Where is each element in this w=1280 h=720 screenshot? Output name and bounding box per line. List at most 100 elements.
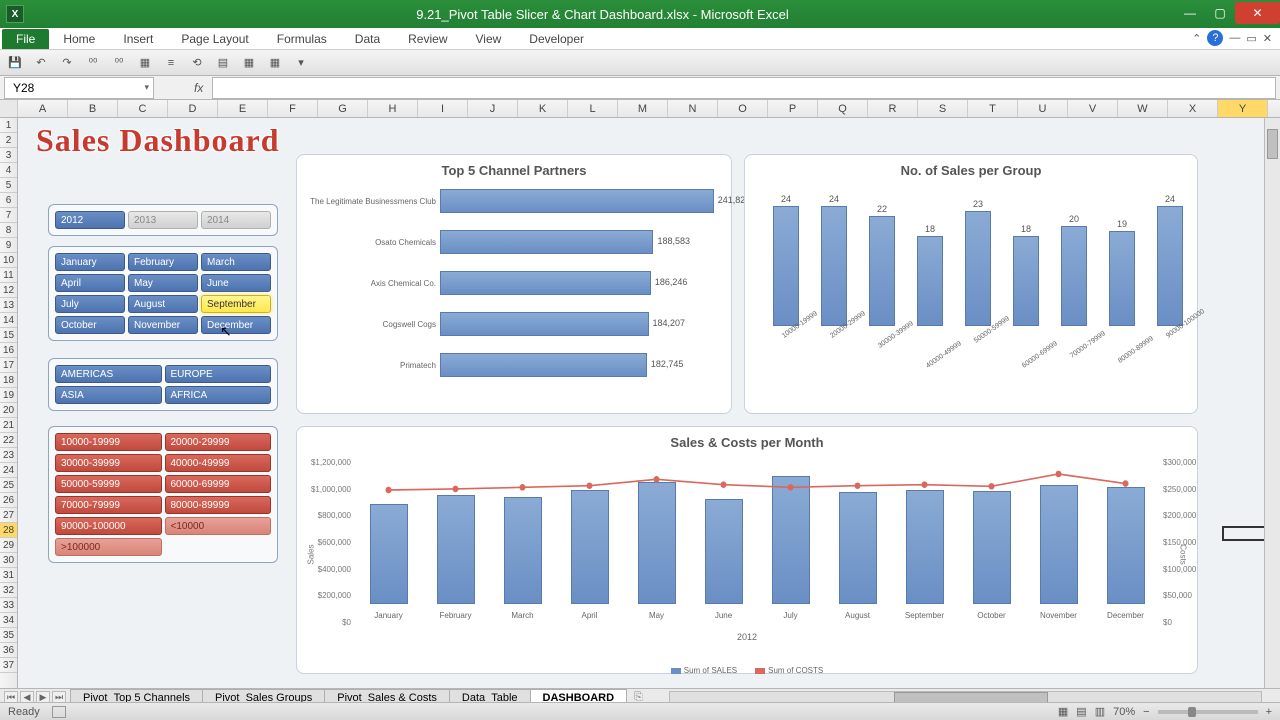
qat-btn[interactable]: ▦ — [136, 54, 154, 72]
col-header[interactable]: Y — [1218, 100, 1268, 117]
row-header[interactable]: 35 — [0, 628, 17, 643]
col-header[interactable]: R — [868, 100, 918, 117]
row-header[interactable]: 33 — [0, 598, 17, 613]
col-header[interactable]: W — [1118, 100, 1168, 117]
qat-btn[interactable]: ▦ — [240, 54, 258, 72]
qat-dropdown-icon[interactable]: ▾ — [292, 54, 310, 72]
row-header[interactable]: 21 — [0, 418, 17, 433]
slicer-item[interactable]: 50000-59999 — [55, 475, 162, 493]
row-header[interactable]: 8 — [0, 223, 17, 238]
slicer-item[interactable]: February — [128, 253, 198, 271]
qat-btn[interactable]: ⟲ — [188, 54, 206, 72]
row-header[interactable]: 34 — [0, 613, 17, 628]
slicer-item[interactable]: 20000-29999 — [165, 433, 272, 451]
row-header[interactable]: 24 — [0, 463, 17, 478]
slicer-item[interactable]: EUROPE — [165, 365, 272, 383]
slicer-item[interactable]: June — [201, 274, 271, 292]
slicer-item[interactable]: 10000-19999 — [55, 433, 162, 451]
undo-icon[interactable]: ↶ — [32, 54, 50, 72]
row-header[interactable]: 12 — [0, 283, 17, 298]
row-header[interactable]: 29 — [0, 538, 17, 553]
zoom-slider[interactable] — [1158, 710, 1258, 714]
minimize-button[interactable]: — — [1175, 2, 1205, 24]
view-layout-icon[interactable]: ▤ — [1076, 705, 1086, 718]
col-header[interactable]: D — [168, 100, 218, 117]
row-header[interactable]: 18 — [0, 373, 17, 388]
row-header[interactable]: 6 — [0, 193, 17, 208]
row-header[interactable]: 7 — [0, 208, 17, 223]
slicer-item[interactable]: August — [128, 295, 198, 313]
slicer-item[interactable]: July — [55, 295, 125, 313]
row-header[interactable]: 16 — [0, 343, 17, 358]
col-header[interactable]: I — [418, 100, 468, 117]
slicer-item[interactable]: 90000-100000 — [55, 517, 162, 535]
slicer-item[interactable]: 2014 — [201, 211, 271, 229]
slicer-item[interactable]: April — [55, 274, 125, 292]
view-break-icon[interactable]: ▥ — [1095, 705, 1105, 718]
row-header[interactable]: 31 — [0, 568, 17, 583]
fx-icon[interactable]: fx — [194, 81, 212, 95]
name-box[interactable]: Y28 — [4, 77, 154, 99]
zoom-in-icon[interactable]: + — [1266, 706, 1272, 718]
row-header[interactable]: 14 — [0, 313, 17, 328]
ribbon-tab-view[interactable]: View — [462, 29, 516, 49]
slicer-item[interactable]: November — [128, 316, 198, 334]
row-header[interactable]: 13 — [0, 298, 17, 313]
col-header[interactable]: K — [518, 100, 568, 117]
row-header[interactable]: 5 — [0, 178, 17, 193]
vscroll-thumb[interactable] — [1267, 129, 1278, 159]
redo-icon[interactable]: ↷ — [58, 54, 76, 72]
col-header[interactable]: F — [268, 100, 318, 117]
row-header[interactable]: 3 — [0, 148, 17, 163]
row-header[interactable]: 32 — [0, 583, 17, 598]
row-header[interactable]: 28 — [0, 523, 17, 538]
slicer-item[interactable]: May — [128, 274, 198, 292]
row-header[interactable]: 20 — [0, 403, 17, 418]
vertical-scrollbar[interactable] — [1264, 118, 1280, 688]
col-header[interactable]: S — [918, 100, 968, 117]
qat-btn[interactable]: ⁰⁰ — [110, 54, 128, 72]
doc-restore-icon[interactable]: ▭ — [1246, 32, 1256, 45]
view-normal-icon[interactable]: ▦ — [1058, 705, 1068, 718]
col-header[interactable]: E — [218, 100, 268, 117]
ribbon-tab-file[interactable]: File — [2, 29, 49, 49]
slicer-item[interactable]: 2012 — [55, 211, 125, 229]
ribbon-tab-home[interactable]: Home — [49, 29, 109, 49]
col-header[interactable]: P — [768, 100, 818, 117]
qat-btn[interactable]: ▤ — [214, 54, 232, 72]
slicer-item[interactable]: October — [55, 316, 125, 334]
save-icon[interactable]: 💾 — [6, 54, 24, 72]
col-header[interactable]: G — [318, 100, 368, 117]
col-header[interactable]: X — [1168, 100, 1218, 117]
qat-btn[interactable]: ▦ — [266, 54, 284, 72]
slicer-item[interactable]: >100000 — [55, 538, 162, 556]
row-header[interactable]: 27 — [0, 508, 17, 523]
doc-close-icon[interactable]: ✕ — [1263, 32, 1272, 45]
slicer-item[interactable]: 30000-39999 — [55, 454, 162, 472]
col-header[interactable]: O — [718, 100, 768, 117]
col-header[interactable]: B — [68, 100, 118, 117]
formula-bar[interactable] — [212, 77, 1276, 99]
col-header[interactable]: T — [968, 100, 1018, 117]
row-header[interactable]: 22 — [0, 433, 17, 448]
col-header[interactable]: J — [468, 100, 518, 117]
ribbon-tab-review[interactable]: Review — [394, 29, 461, 49]
doc-min-icon[interactable]: — — [1229, 32, 1240, 44]
macro-icon[interactable] — [52, 706, 66, 718]
row-header[interactable]: 26 — [0, 493, 17, 508]
row-header[interactable]: 1 — [0, 118, 17, 133]
slicer-item[interactable]: 80000-89999 — [165, 496, 272, 514]
row-header[interactable]: 9 — [0, 238, 17, 253]
slicer-item[interactable]: December — [201, 316, 271, 334]
row-header[interactable]: 11 — [0, 268, 17, 283]
row-header[interactable]: 2 — [0, 133, 17, 148]
row-header[interactable]: 30 — [0, 553, 17, 568]
row-header[interactable]: 15 — [0, 328, 17, 343]
row-header[interactable]: 23 — [0, 448, 17, 463]
slicer-item[interactable]: 40000-49999 — [165, 454, 272, 472]
slicer-item[interactable]: January — [55, 253, 125, 271]
slicer-item[interactable]: AMERICAS — [55, 365, 162, 383]
slicer-item[interactable]: ASIA — [55, 386, 162, 404]
slicer-item[interactable]: <10000 — [165, 517, 272, 535]
slicer-item[interactable]: March — [201, 253, 271, 271]
